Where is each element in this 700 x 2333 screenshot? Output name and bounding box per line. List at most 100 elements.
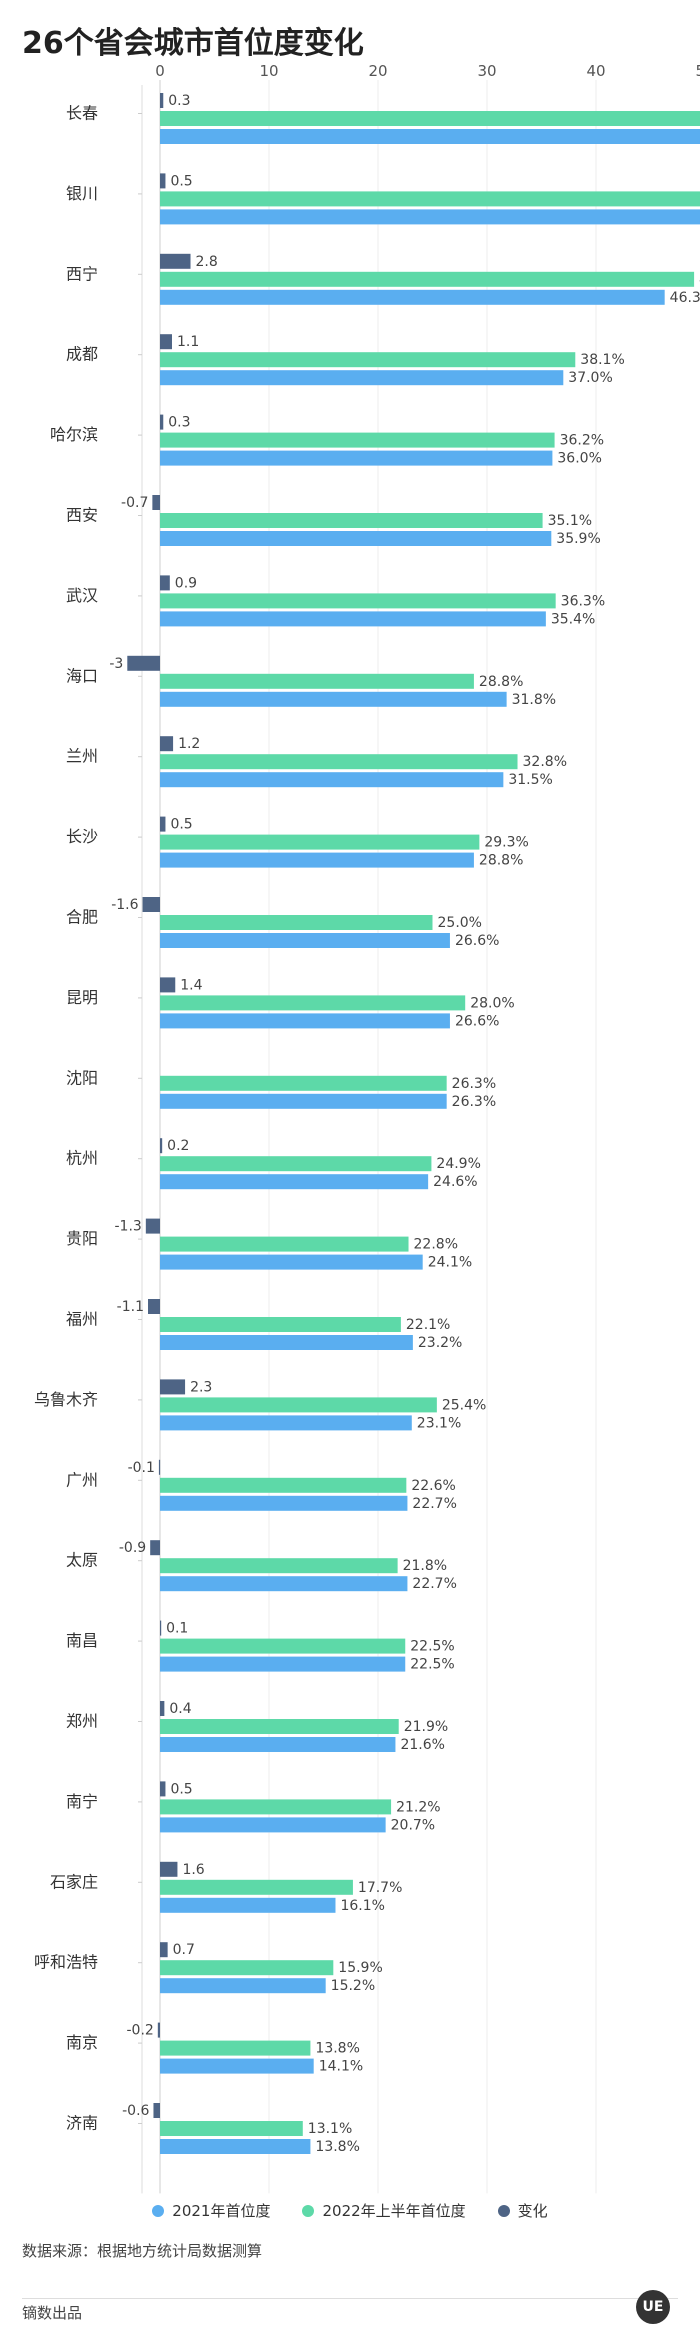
legend-item-change[interactable]: 变化 xyxy=(497,2200,548,2221)
bar-change xyxy=(145,1218,160,1234)
bar-y2022 xyxy=(160,593,556,609)
data-label-change: 0.2 xyxy=(167,1138,189,1154)
bar-y2022 xyxy=(160,754,518,770)
data-label-change: -0.1 xyxy=(128,1460,155,1476)
bar-change xyxy=(160,93,164,108)
bar-y2021 xyxy=(160,1817,386,1833)
data-label-y2021: 26.6% xyxy=(455,1013,499,1029)
bar-change xyxy=(160,1379,186,1395)
category-label: 昆明 xyxy=(66,988,98,1007)
bar-change xyxy=(157,2022,160,2038)
data-label-y2022: 32.8% xyxy=(523,754,567,770)
bar-y2022 xyxy=(160,673,474,689)
data-label-y2022: 22.5% xyxy=(410,1639,454,1655)
x-tick-label: 50 xyxy=(695,62,700,80)
data-label-y2022: 22.8% xyxy=(414,1237,458,1253)
bar-y2021 xyxy=(160,772,504,788)
bar-change xyxy=(150,1540,160,1556)
bar-y2021 xyxy=(160,450,553,466)
legend-item-2022[interactable]: 2022年上半年首位度 xyxy=(302,2200,466,2221)
data-label-y2021: 16.1% xyxy=(340,1898,384,1914)
data-label-y2021: 24.1% xyxy=(428,1255,472,1271)
category-label: 海口 xyxy=(66,666,98,685)
bar-y2022 xyxy=(160,2121,303,2136)
bar-y2021 xyxy=(160,2139,311,2154)
bar-change xyxy=(160,1620,162,1636)
bar-change xyxy=(160,173,166,189)
data-label-change: 0.3 xyxy=(168,93,190,109)
bar-change xyxy=(152,495,160,510)
bar-y2022 xyxy=(160,1477,407,1493)
data-label-y2021: 15.2% xyxy=(331,1978,375,1994)
bar-y2022 xyxy=(160,915,433,930)
bar-change xyxy=(160,977,176,993)
bar-y2021 xyxy=(160,129,700,144)
legend-item-2021[interactable]: 2021年首位度 xyxy=(152,2200,270,2221)
bar-y2022 xyxy=(160,1719,399,1734)
legend-swatch-change xyxy=(497,2204,510,2217)
bar-y2022 xyxy=(160,1558,398,1574)
footer-divider xyxy=(22,2298,678,2299)
bar-y2021 xyxy=(160,1013,450,1029)
data-label-y2022: 36.3% xyxy=(561,593,605,609)
bar-change xyxy=(160,1942,168,1958)
bar-y2022 xyxy=(160,1236,409,1252)
data-label-y2021: 22.7% xyxy=(412,1496,456,1512)
data-label-y2022: 28.0% xyxy=(470,995,514,1011)
data-label-y2022: 24.9% xyxy=(436,1156,480,1172)
bar-y2022 xyxy=(160,352,576,368)
bar-y2022 xyxy=(160,834,480,850)
data-label-change: 0.1 xyxy=(166,1621,188,1637)
data-label-y2022: 15.9% xyxy=(338,1960,382,1976)
bar-change xyxy=(148,1299,160,1314)
legend-label-2022: 2022年上半年首位度 xyxy=(322,2202,466,2220)
category-label: 贵阳 xyxy=(66,1229,98,1248)
bar-y2022 xyxy=(160,1960,334,1976)
bar-y2021 xyxy=(160,1737,396,1752)
data-label-y2021: 20.7% xyxy=(391,1817,435,1833)
bar-change xyxy=(158,1459,161,1475)
bar-y2021 xyxy=(160,852,474,868)
data-label-y2022: 38.1% xyxy=(580,352,624,368)
bar-y2021 xyxy=(160,1495,408,1511)
data-label-change: 0.9 xyxy=(175,575,197,591)
x-tick-label: 10 xyxy=(259,62,278,80)
bar-change xyxy=(160,575,170,591)
bar-y2021 xyxy=(160,691,507,707)
data-label-y2021: 22.5% xyxy=(410,1657,454,1673)
bar-y2022 xyxy=(160,1397,437,1413)
bar-y2021 xyxy=(160,1335,413,1350)
bar-y2021 xyxy=(160,1576,408,1592)
legend: 2021年首位度 2022年上半年首位度 变化 xyxy=(0,2200,700,2221)
data-label-change: -0.9 xyxy=(119,1540,146,1556)
data-label-change: -3 xyxy=(109,656,123,672)
data-label-y2021: 24.6% xyxy=(433,1174,477,1190)
bar-y2022 xyxy=(160,2040,311,2056)
data-label-y2021: 26.6% xyxy=(455,933,499,949)
data-label-y2021: 14.1% xyxy=(319,2059,363,2075)
data-label-y2021: 46.3% xyxy=(670,290,700,306)
data-label-change: 1.2 xyxy=(178,736,200,752)
category-label: 合肥 xyxy=(66,908,98,927)
bar-change xyxy=(160,1861,178,1877)
data-label-change: 1.4 xyxy=(180,977,202,993)
bar-y2022 xyxy=(160,191,700,207)
legend-label-change: 变化 xyxy=(517,2202,548,2220)
data-label-y2022: 25.4% xyxy=(442,1397,486,1413)
bar-y2021 xyxy=(160,933,450,948)
legend-swatch-2022 xyxy=(302,2204,315,2217)
data-label-change: 0.5 xyxy=(170,173,192,189)
brand-logo: UE xyxy=(636,2290,670,2324)
data-label-change: -1.1 xyxy=(117,1299,144,1315)
category-label: 西安 xyxy=(66,506,98,525)
bar-y2021 xyxy=(160,1254,423,1270)
bar-change xyxy=(160,736,174,752)
category-label: 武汉 xyxy=(66,586,98,605)
bar-y2021 xyxy=(160,1174,429,1190)
data-label-change: -1.6 xyxy=(111,897,138,913)
data-label-y2022: 22.1% xyxy=(406,1317,450,1333)
data-label-y2022: 21.8% xyxy=(403,1558,447,1574)
data-label-y2022: 13.1% xyxy=(308,2121,352,2137)
data-label-change: 0.5 xyxy=(170,817,192,833)
bar-change xyxy=(160,414,164,430)
